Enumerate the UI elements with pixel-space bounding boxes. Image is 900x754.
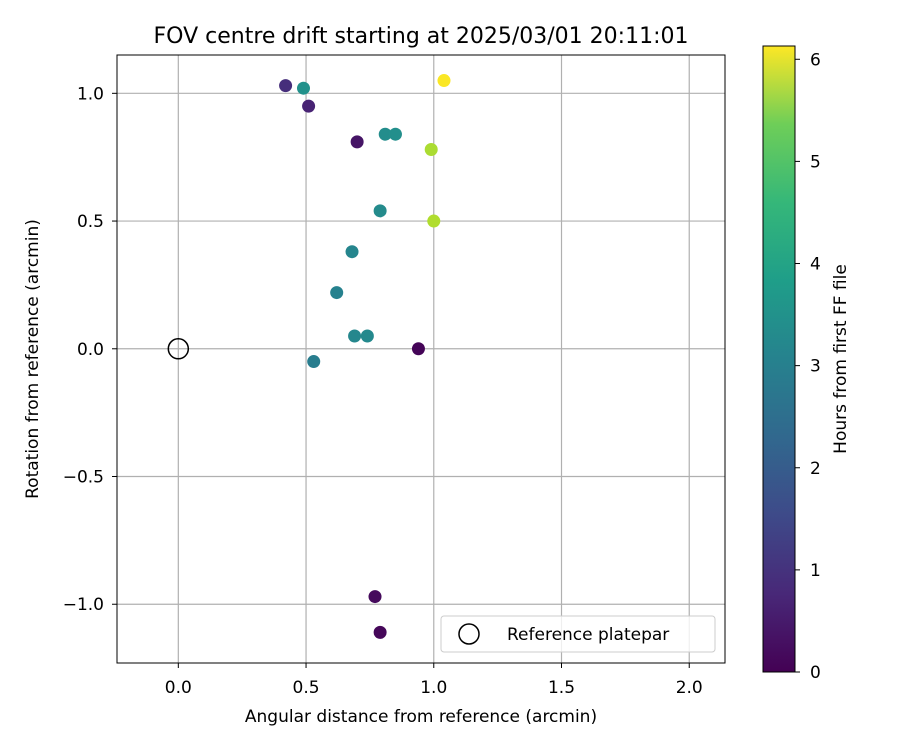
colorbar-tick-label: 3 [810, 357, 821, 377]
y-axis-label: Rotation from reference (arcmin) [23, 219, 43, 499]
colorbar-tick-label: 0 [810, 663, 821, 683]
colorbar-tick-label: 5 [810, 152, 821, 172]
data-point [350, 135, 364, 149]
x-axis-label: Angular distance from reference (arcmin) [245, 707, 597, 727]
y-axis-ticks: −1.0 −0.5 0.0 0.5 1.0 [63, 84, 117, 615]
colorbar-label: Hours from first FF file [831, 264, 851, 454]
x-tick-label: 0.0 [165, 678, 192, 698]
colorbar-gradient [763, 46, 795, 672]
colorbar: 0 1 2 3 4 5 6 Hours from first FF file [762, 45, 851, 683]
data-point [302, 99, 316, 113]
y-tick-label: −1.0 [63, 595, 104, 615]
y-tick-label: 0.0 [77, 340, 104, 360]
data-point [437, 74, 451, 88]
data-point [373, 204, 387, 218]
data-point [373, 625, 387, 639]
data-point [307, 355, 321, 369]
legend: Reference platepar [440, 615, 716, 653]
colorbar-ticks: 0 1 2 3 4 5 6 [795, 50, 821, 683]
y-tick-label: −0.5 [63, 468, 104, 488]
plot-area [117, 55, 725, 663]
reference-platepar-marker [167, 338, 190, 360]
data-point [411, 342, 425, 356]
data-point [279, 79, 293, 93]
data-point [388, 127, 402, 141]
data-point [296, 81, 310, 95]
data-point [424, 143, 438, 157]
colorbar-tick-label: 2 [810, 459, 821, 479]
data-point [345, 245, 359, 259]
y-tick-label: 1.0 [77, 84, 104, 104]
x-tick-label: 2.0 [676, 678, 703, 698]
x-tick-label: 1.5 [548, 678, 575, 698]
x-tick-label: 0.5 [293, 678, 320, 698]
data-point [348, 329, 362, 343]
x-axis-ticks: 0.0 0.5 1.0 1.5 2.0 [165, 663, 703, 698]
colorbar-frame [762, 45, 796, 673]
legend-reference-marker [458, 623, 480, 645]
grid [117, 55, 725, 663]
data-point [378, 127, 392, 141]
chart-title: FOV centre drift starting at 2025/03/01 … [154, 24, 689, 49]
legend-label: Reference platepar [507, 625, 669, 645]
colorbar-tick-label: 1 [810, 561, 821, 581]
colorbar-tick-label: 4 [810, 255, 821, 275]
data-points [279, 74, 451, 639]
data-point [360, 329, 374, 343]
data-point [368, 590, 382, 604]
colorbar-tick-label: 6 [810, 50, 821, 70]
y-tick-label: 0.5 [77, 212, 104, 232]
legend-box [440, 615, 716, 653]
x-tick-label: 1.0 [420, 678, 447, 698]
data-point [427, 214, 441, 228]
data-point [330, 286, 344, 300]
plot-frame [116, 54, 726, 664]
